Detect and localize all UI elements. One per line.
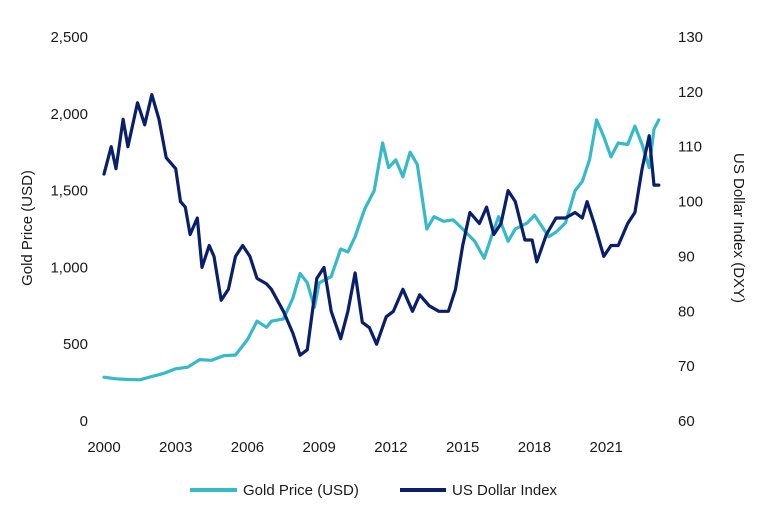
x-tick-label: 2006 [231, 439, 264, 456]
y-right-tick-label: 80 [678, 303, 695, 320]
y-right-tick-label: 70 [678, 358, 695, 375]
y-right-tick-label: 130 [678, 29, 703, 46]
x-tick-label: 2018 [518, 439, 551, 456]
x-tick-label: 2012 [374, 439, 407, 456]
y-right-tick-label: 60 [678, 413, 695, 430]
x-tick-label: 2000 [87, 439, 120, 456]
y-right-axis-title: US Dollar Index (DXY) [730, 153, 747, 303]
legend-label-dxy: US Dollar Index [452, 482, 558, 499]
y-left-axis-ticks: 0 500 1,000 1,500 2,000 2,500 [50, 29, 88, 430]
series-line-gold-price [102, 118, 661, 382]
x-tick-label: 2021 [590, 439, 623, 456]
y-left-axis-title: Gold Price (USD) [19, 170, 36, 286]
y-left-tick-label: 500 [63, 336, 88, 353]
legend-label-gold: Gold Price (USD) [243, 482, 359, 499]
legend: Gold Price (USD) US Dollar Index [190, 482, 558, 499]
y-left-tick-label: 1,000 [50, 259, 88, 276]
y-right-tick-label: 120 [678, 84, 703, 101]
y-right-tick-label: 110 [678, 139, 702, 156]
series-line-us-dollar-index [102, 93, 661, 357]
x-tick-label: 2009 [303, 439, 336, 456]
y-left-tick-label: 2,500 [50, 29, 88, 46]
y-right-axis-ticks: 60 70 80 90 100 110 120 130 [678, 29, 703, 430]
x-axis-ticks: 2000 2003 2006 2009 2012 2015 2018 2021 [87, 439, 623, 456]
y-left-tick-label: 2,000 [50, 106, 88, 123]
y-right-tick-label: 100 [678, 194, 703, 211]
plot-area [102, 93, 661, 382]
x-tick-label: 2015 [446, 439, 479, 456]
y-left-tick-label: 0 [80, 413, 88, 430]
y-right-tick-label: 90 [678, 248, 695, 265]
x-tick-label: 2003 [159, 439, 192, 456]
y-left-tick-label: 1,500 [50, 183, 88, 200]
